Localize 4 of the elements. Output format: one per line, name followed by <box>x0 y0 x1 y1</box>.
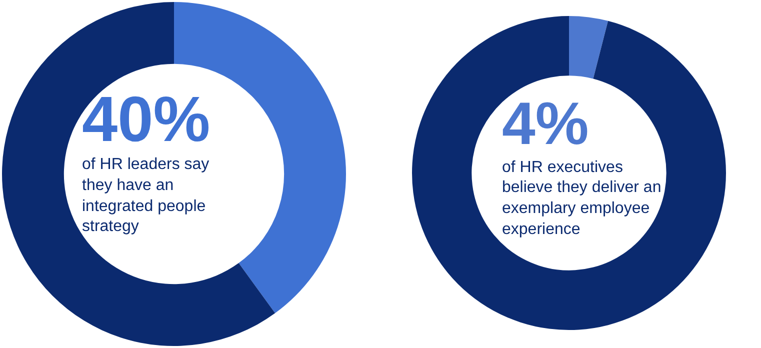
text: 40% <box>82 83 212 155</box>
text: of HR leaders say they have an integrated people strategy <box>82 155 210 238</box>
text: 4% <box>502 90 590 156</box>
text: of HR executives believe they deliver an exemplary employee experience <box>502 158 662 240</box>
